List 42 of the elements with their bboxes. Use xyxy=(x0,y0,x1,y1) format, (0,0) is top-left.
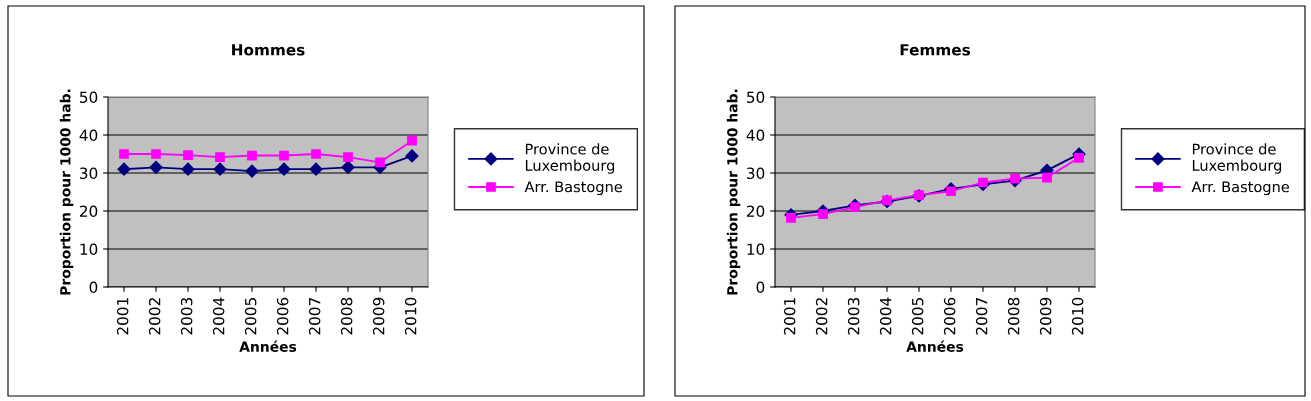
x-tick-label: 2006 xyxy=(943,297,956,335)
x-tick-label: 2002 xyxy=(815,298,828,335)
chart-title: Hommes xyxy=(232,44,305,56)
legend-label: Province de Luxembourg xyxy=(525,143,615,174)
legend-label: Province de Luxembourg xyxy=(1192,143,1282,174)
x-tick-label: 2004 xyxy=(212,297,225,335)
y-axis-title: Proportion pour 1000 hab. xyxy=(59,89,74,295)
y-tick-label: 40 xyxy=(746,129,765,142)
x-tick-label: 2010 xyxy=(404,297,417,335)
x-tick-label: 2001 xyxy=(783,298,796,335)
x-tick-label: 2008 xyxy=(340,297,353,335)
chart-title: Femmes xyxy=(900,44,971,56)
x-tick-label: 2007 xyxy=(308,298,321,335)
x-axis-title: Années xyxy=(906,340,964,352)
x-tick-label: 2006 xyxy=(276,297,289,335)
y-tick-label: 30 xyxy=(747,167,765,180)
x-tick-label: 2008 xyxy=(1007,297,1020,335)
x-tick-label: 2010 xyxy=(1071,297,1084,335)
x-tick-label: 2004 xyxy=(879,297,892,335)
x-tick-label: 2005 xyxy=(244,298,257,335)
y-tick-label: 30 xyxy=(80,167,98,180)
x-tick-label: 2009 xyxy=(1039,297,1052,335)
x-tick-label: 2005 xyxy=(911,298,924,335)
y-tick-label: 50 xyxy=(747,91,765,104)
x-tick-label: 2009 xyxy=(372,297,385,335)
y-tick-label: 40 xyxy=(79,129,98,142)
y-tick-label: 10 xyxy=(80,243,98,256)
y-tick-label: 20 xyxy=(79,205,98,218)
y-axis-title: Proportion pour 1000 hab. xyxy=(726,89,741,295)
y-tick-label: 10 xyxy=(747,243,765,256)
y-tick-label: 50 xyxy=(80,91,98,104)
x-tick-label: 2007 xyxy=(975,298,988,335)
y-tick-label: 20 xyxy=(746,205,765,218)
legend-label: Arr. Bastogne xyxy=(1191,181,1290,196)
y-tick-label: 0 xyxy=(756,281,765,294)
legend-label: Arr. Bastogne xyxy=(524,181,623,196)
x-tick-label: 2003 xyxy=(847,297,860,335)
y-tick-label: 0 xyxy=(89,281,98,294)
x-tick-label: 2003 xyxy=(180,297,193,335)
x-tick-label: 2002 xyxy=(148,298,161,335)
x-tick-label: 2001 xyxy=(116,298,129,335)
x-axis-title: Années xyxy=(239,340,297,352)
